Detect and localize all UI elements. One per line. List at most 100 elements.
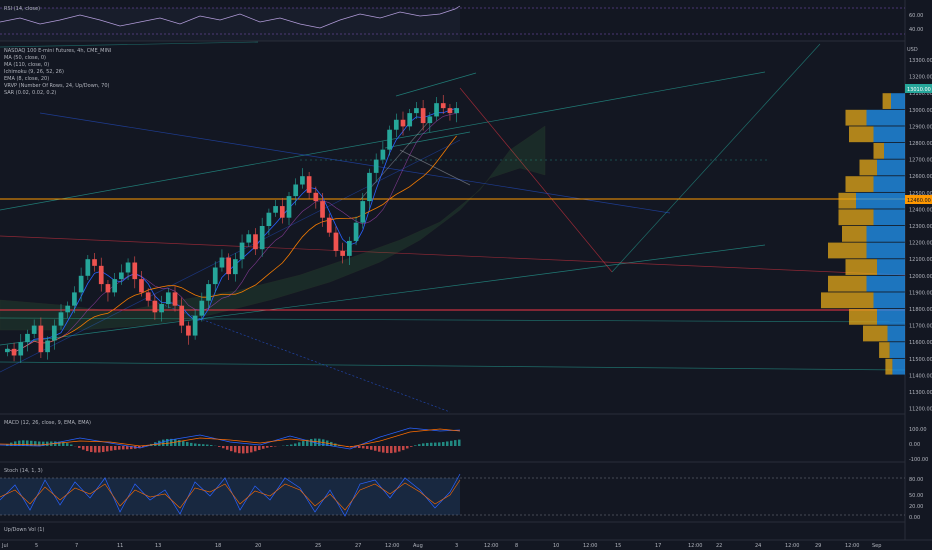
rsi-tick-60: 60.00 bbox=[909, 13, 923, 19]
volume-profile-up bbox=[874, 292, 906, 308]
macd-bar bbox=[250, 446, 253, 452]
price-tick: 13000.00 bbox=[909, 108, 932, 114]
macd-bar bbox=[126, 446, 129, 449]
macd-label: MACD (12, 26, close, 9, EMA, EMA) bbox=[4, 420, 91, 426]
candle-body bbox=[65, 306, 70, 313]
macd-bar bbox=[442, 442, 445, 446]
volume-profile-up bbox=[877, 259, 905, 275]
macd-bar bbox=[410, 446, 413, 447]
candle-body bbox=[280, 206, 285, 218]
candle-body bbox=[79, 276, 84, 293]
price-tick: 12800.00 bbox=[909, 141, 932, 147]
macd-bar bbox=[286, 445, 289, 446]
price-tick: 12000.00 bbox=[909, 274, 932, 280]
macd-bar bbox=[394, 446, 397, 453]
macd-bar bbox=[386, 446, 389, 453]
last-price-text: 13010.00 bbox=[907, 87, 931, 93]
volume-profile-up bbox=[892, 359, 905, 375]
volume-profile-down bbox=[828, 243, 867, 259]
candle-body bbox=[45, 341, 50, 353]
time-tick: 8 bbox=[515, 543, 518, 549]
stoch-tick-0: 0.00 bbox=[909, 515, 920, 521]
time-tick: 12:00 bbox=[583, 543, 597, 549]
candle-body bbox=[407, 113, 412, 126]
candle-body bbox=[421, 108, 426, 123]
price-tick: 11800.00 bbox=[909, 307, 932, 313]
time-tick: 7 bbox=[75, 543, 78, 549]
macd-bar bbox=[86, 446, 89, 451]
candle-body bbox=[327, 218, 332, 233]
macd-bar bbox=[226, 446, 229, 450]
candle-body bbox=[448, 108, 453, 113]
time-tick: 17 bbox=[655, 543, 661, 549]
candle-body bbox=[226, 258, 231, 275]
updown-label: Up/Down Vol (1) bbox=[4, 527, 44, 533]
macd-bar bbox=[194, 444, 197, 446]
time-tick: 12:00 bbox=[785, 543, 799, 549]
candle-body bbox=[18, 342, 23, 355]
candle-body bbox=[199, 301, 204, 316]
candle-body bbox=[434, 103, 439, 116]
candle-body bbox=[92, 259, 97, 266]
candle-body bbox=[381, 150, 386, 160]
macd-bar bbox=[198, 444, 201, 446]
macd-bar bbox=[366, 446, 369, 449]
indicator-label: MA (110, close, 0) bbox=[4, 62, 49, 68]
candle-body bbox=[320, 201, 325, 218]
candle-body bbox=[32, 326, 37, 334]
macd-tick-0: 0.00 bbox=[909, 442, 920, 448]
time-tick: 12:00 bbox=[385, 543, 399, 549]
indicator-label: MA (50, close, 0) bbox=[4, 55, 46, 61]
candle-body bbox=[313, 193, 318, 201]
price-tick: 12100.00 bbox=[909, 257, 932, 263]
volume-profile-down bbox=[874, 143, 885, 159]
price-tick: 13300.00 bbox=[909, 58, 932, 64]
macd-bar bbox=[422, 443, 425, 446]
macd-bar bbox=[262, 446, 265, 449]
time-tick: Aug bbox=[413, 543, 423, 549]
main-title: NASDAQ 100 E-mini Futures, 4h, CME_MINI bbox=[4, 48, 111, 54]
candle-body bbox=[179, 306, 184, 326]
price-tick: 12900.00 bbox=[909, 124, 932, 130]
volume-profile-down bbox=[849, 309, 877, 325]
time-tick: 11 bbox=[117, 543, 123, 549]
candle-body bbox=[59, 312, 64, 325]
candle-body bbox=[132, 263, 137, 280]
candle-body bbox=[233, 259, 238, 274]
candle-body bbox=[427, 116, 432, 123]
stoch-tick-50: 50.00 bbox=[909, 493, 923, 499]
indicator-label: SAR (0.02, 0.02, 0.2) bbox=[4, 90, 56, 96]
macd-bar bbox=[298, 442, 301, 446]
candle-body bbox=[394, 120, 399, 130]
candle-body bbox=[99, 266, 104, 284]
price-tick: 12400.00 bbox=[909, 207, 932, 213]
macd-bar bbox=[34, 441, 37, 446]
candle-body bbox=[360, 201, 365, 223]
time-tick: 20 bbox=[255, 543, 261, 549]
macd-bar bbox=[206, 445, 209, 446]
candle-body bbox=[166, 292, 171, 304]
macd-bar bbox=[430, 443, 433, 446]
macd-bar bbox=[26, 440, 29, 446]
macd-bar bbox=[426, 443, 429, 446]
candle-body bbox=[367, 173, 372, 201]
macd-bar bbox=[270, 446, 273, 447]
macd-bar bbox=[118, 446, 121, 450]
candle-body bbox=[39, 326, 44, 353]
macd-bar bbox=[94, 446, 97, 452]
macd-bar bbox=[402, 446, 405, 450]
volume-profile-down bbox=[885, 359, 892, 375]
price-tick: 13200.00 bbox=[909, 75, 932, 81]
price-tick: 11600.00 bbox=[909, 340, 932, 346]
price-tick: 11900.00 bbox=[909, 290, 932, 296]
candle-body bbox=[387, 130, 392, 150]
volume-profile-down bbox=[839, 193, 857, 209]
price-tick: 11300.00 bbox=[909, 390, 932, 396]
macd-bar bbox=[70, 444, 73, 446]
rsi-band bbox=[0, 8, 460, 41]
time-tick: Jul bbox=[1, 543, 8, 549]
time-tick: 5 bbox=[35, 543, 38, 549]
macd-tick-minus100: -100.00 bbox=[909, 457, 928, 463]
volume-profile-up bbox=[877, 160, 905, 176]
